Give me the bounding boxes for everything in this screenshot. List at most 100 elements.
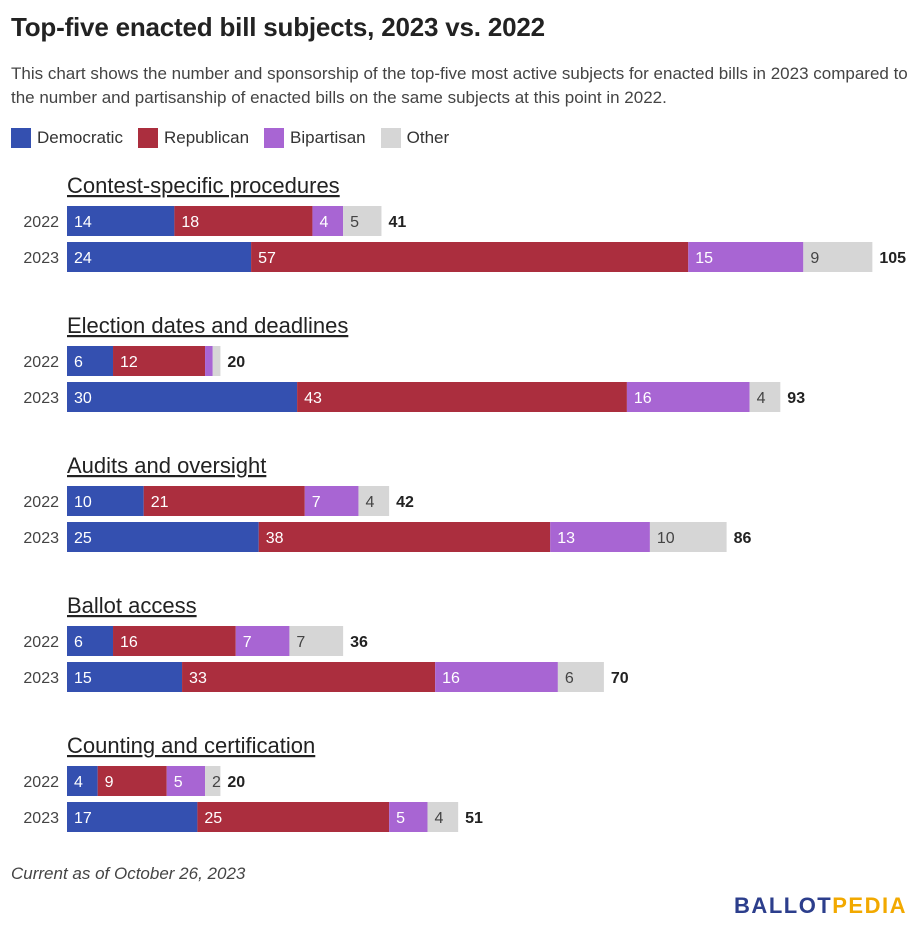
legend-label-republican: Republican [163,128,250,147]
segment-value-label: 7 [296,634,305,651]
segment-value-label: 7 [312,494,321,511]
row-total-label: 20 [227,354,245,371]
bar-segment-republican [297,382,627,412]
bar-segment-bipartisan [435,662,558,692]
row-total-label: 36 [350,634,368,651]
bar-segment-democratic [67,522,259,552]
segment-value-label: 30 [74,390,92,407]
segment-value-label: 24 [74,250,92,267]
segment-value-label: 57 [258,250,276,267]
bar-segment-bipartisan [304,486,359,516]
segment-value-label: 6 [74,354,83,371]
legend-swatch-other [380,128,401,148]
row-total-label: 42 [396,494,414,511]
bar-segment-bipartisan [312,206,344,236]
segment-value-label: 25 [204,810,222,827]
segment-value-label: 25 [74,530,92,547]
year-label: 2023 [23,530,59,547]
segment-value-label: 10 [74,494,92,511]
chart-subtitle: This chart shows the number and sponsors… [11,64,908,107]
segment-value-label: 4 [757,390,766,407]
bar-segment-democratic [67,766,98,796]
bar-segment-other [205,766,221,796]
bar-segment-republican [97,766,167,796]
bar-segment-bipartisan [688,242,804,272]
bar-segment-democratic [67,206,175,236]
ballotpedia-logo: BALLOTPEDIA [734,893,907,919]
row-total-label: 51 [465,810,483,827]
legend-swatch-republican [137,128,158,148]
legend-label-bipartisan: Bipartisan [290,128,366,147]
logo-part-pedia: PEDIA [832,893,907,918]
segment-value-label: 43 [304,390,322,407]
segment-value-label: 5 [174,774,183,791]
bar-segment-other [358,486,390,516]
segment-value-label: 17 [74,810,92,827]
bar-segment-other [803,242,873,272]
bar-segment-democratic [67,346,114,376]
segment-value-label: 38 [266,530,284,547]
year-label: 2022 [23,774,59,791]
row-total-label: 70 [611,670,629,687]
bar-segment-democratic [67,662,183,692]
segment-value-label: 18 [181,214,199,231]
bar-segment-bipartisan [166,766,206,796]
segment-value-label: 7 [243,634,252,651]
segment-value-label: 9 [105,774,114,791]
row-total-label: 93 [787,390,805,407]
segment-value-label: 6 [565,670,574,687]
segment-value-label: 6 [74,634,83,651]
row-total-label: 41 [388,214,406,231]
logo-part-ballot: BALLOT [734,893,833,918]
legend: Democratic Republican Bipartisan Other [11,128,449,148]
legend-label-other: Other [406,128,450,147]
bar-segment-other [557,662,604,692]
bar-segment-democratic [67,802,198,832]
legend-item-bipartisan: Bipartisan [264,128,366,148]
subject-heading: Contest-specific procedures [67,173,340,198]
segment-value-label: 4 [434,810,443,827]
segment-value-label: 12 [120,354,138,371]
bar-segment-republican [251,242,689,272]
bar-segment-republican [182,662,436,692]
row-total-label: 86 [734,530,752,547]
subject-heading: Audits and oversight [67,453,266,478]
segment-value-label: 15 [695,250,713,267]
segment-value-label: 21 [151,494,169,511]
year-label: 2022 [23,354,59,371]
bar-segment-bipartisan [626,382,750,412]
bar-segment-democratic [67,626,114,656]
bar-segment-other [212,346,221,376]
legend-item-other: Other [380,128,450,148]
legend-swatch-bipartisan [264,128,285,148]
segment-value-label: 4 [319,214,328,231]
bar-segment-other [749,382,781,412]
subject-heading: Counting and certification [67,733,315,758]
legend-swatch-democratic [11,128,31,148]
footnote: Current as of October 26, 2023 [11,864,246,883]
bar-segment-other [649,522,727,552]
legend-item-democratic: Democratic [11,128,123,148]
chart-title: Top-five enacted bill subjects, 2023 vs.… [11,12,545,42]
bar-segment-bipartisan [235,626,290,656]
bar-segment-republican [113,626,236,656]
segment-value-label: 15 [74,670,92,687]
segment-value-label: 16 [634,390,652,407]
bar-segment-republican [113,346,206,376]
bar-segment-democratic [67,486,144,516]
year-label: 2022 [23,634,59,651]
bar-segment-bipartisan [205,346,213,376]
bar-segment-bipartisan [389,802,428,832]
year-label: 2023 [23,390,59,407]
segment-value-label: 5 [350,214,359,231]
subject-heading: Ballot access [67,593,197,618]
bar-segment-other [427,802,459,832]
segment-value-label: 13 [557,530,575,547]
segment-value-label: 4 [365,494,374,511]
segment-value-label: 16 [442,670,460,687]
year-label: 2023 [23,810,59,827]
bar-segment-other [289,626,344,656]
year-label: 2022 [23,494,59,511]
row-total-label: 105 [879,250,906,267]
segment-value-label: 4 [74,774,83,791]
